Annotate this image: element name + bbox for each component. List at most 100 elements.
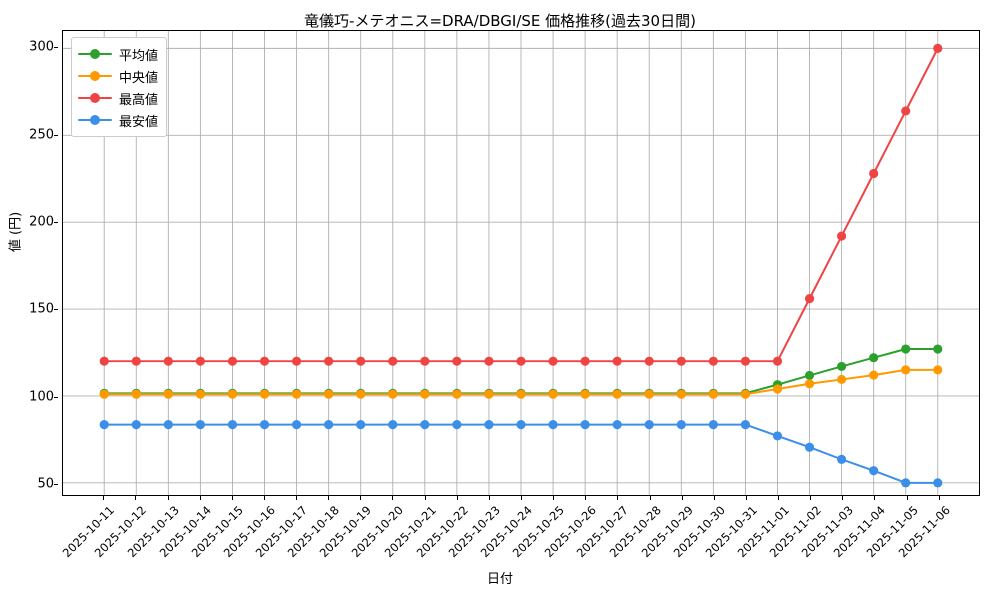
data-point <box>644 356 654 366</box>
data-point <box>131 420 141 430</box>
data-point <box>516 356 526 366</box>
data-point <box>772 356 783 366</box>
y-tick-mark <box>54 134 58 136</box>
data-point <box>131 356 141 366</box>
legend-label: 平均値 <box>119 48 159 64</box>
x-tick-mark <box>135 496 137 500</box>
x-tick-mark <box>456 496 458 500</box>
legend-item-0[interactable]: 平均値 <box>78 43 158 65</box>
data-point <box>708 420 718 430</box>
y-axis-tick-labels: 50 100 150 200 250 300 <box>0 0 58 600</box>
x-tick-mark <box>263 496 265 500</box>
data-point <box>772 431 783 441</box>
data-point <box>420 389 430 399</box>
data-point <box>644 420 654 430</box>
data-point <box>195 420 205 430</box>
data-point <box>869 168 879 179</box>
y-tick-label: 150 <box>29 301 54 317</box>
data-point <box>933 365 943 375</box>
data-point <box>869 353 879 363</box>
y-tick-mark <box>54 396 58 398</box>
data-point <box>452 420 462 430</box>
data-point <box>163 389 173 399</box>
x-tick-mark <box>649 496 651 500</box>
y-tick-mark <box>54 483 58 485</box>
x-tick-mark <box>906 496 908 500</box>
data-point <box>259 389 270 399</box>
data-point <box>227 356 238 366</box>
y-tick-label: 250 <box>29 127 54 143</box>
y-tick-label: 200 <box>29 214 54 230</box>
legend-item-1[interactable]: 中央値 <box>78 65 158 87</box>
data-point <box>580 420 590 430</box>
y-tick-label: 50 <box>37 476 54 492</box>
x-tick-mark <box>328 496 330 500</box>
data-point <box>869 466 879 476</box>
legend-swatch-icon <box>78 92 112 104</box>
data-point <box>452 356 462 366</box>
x-tick-mark <box>810 496 812 500</box>
data-point <box>195 356 205 366</box>
chart-legend[interactable]: 平均値中央値最高値 最安値 <box>71 37 168 137</box>
data-point <box>227 389 238 399</box>
data-point <box>99 389 109 399</box>
data-point <box>740 356 751 366</box>
data-point <box>99 420 109 430</box>
data-point <box>291 389 302 399</box>
legend-label: 最高値 <box>119 92 159 108</box>
legend-item-3[interactable]: 最安値 <box>78 109 158 131</box>
data-point <box>901 478 911 488</box>
x-tick-mark <box>874 496 876 500</box>
data-point <box>644 389 654 399</box>
data-point <box>324 356 334 366</box>
data-point <box>516 389 526 399</box>
data-point <box>804 370 815 381</box>
grid-lines <box>63 31 979 495</box>
y-tick-label: 300 <box>29 39 54 55</box>
data-point <box>740 420 751 430</box>
x-tick-mark <box>392 496 394 500</box>
data-point <box>356 420 366 430</box>
x-tick-mark <box>231 496 233 500</box>
data-point <box>933 344 943 354</box>
data-point <box>837 374 847 385</box>
data-point <box>901 344 911 354</box>
data-point <box>259 356 270 366</box>
data-point <box>772 384 783 394</box>
data-point <box>484 389 494 399</box>
data-point <box>291 420 302 430</box>
data-point <box>195 389 205 399</box>
data-point <box>484 356 494 366</box>
data-point <box>612 356 622 366</box>
legend-item-2[interactable]: 最高値 <box>78 87 158 109</box>
data-point <box>804 442 815 452</box>
x-axis-label: 日付 <box>486 572 513 587</box>
x-tick-mark <box>938 496 940 500</box>
x-tick-mark <box>521 496 522 500</box>
x-tick-mark <box>424 496 426 500</box>
data-point <box>837 454 847 464</box>
x-tick-mark <box>617 496 619 500</box>
plot-canvas <box>63 31 979 495</box>
data-point <box>708 389 718 399</box>
legend-label: 中央値 <box>119 70 159 86</box>
data-point <box>837 361 847 371</box>
data-point <box>804 294 815 304</box>
data-point <box>227 420 238 430</box>
data-point <box>580 356 590 366</box>
data-point <box>676 389 686 399</box>
x-tick-mark <box>103 496 105 500</box>
data-point <box>676 420 686 430</box>
data-point <box>99 356 109 366</box>
data-point <box>869 370 879 380</box>
data-point <box>516 420 526 430</box>
x-tick-mark <box>488 496 490 500</box>
x-tick-mark <box>842 496 844 500</box>
y-tick-mark <box>54 309 58 311</box>
data-point <box>548 389 558 399</box>
data-point <box>388 420 398 430</box>
legend-swatch-icon <box>78 70 112 82</box>
x-tick-mark <box>681 496 683 500</box>
plot-area <box>62 30 980 496</box>
